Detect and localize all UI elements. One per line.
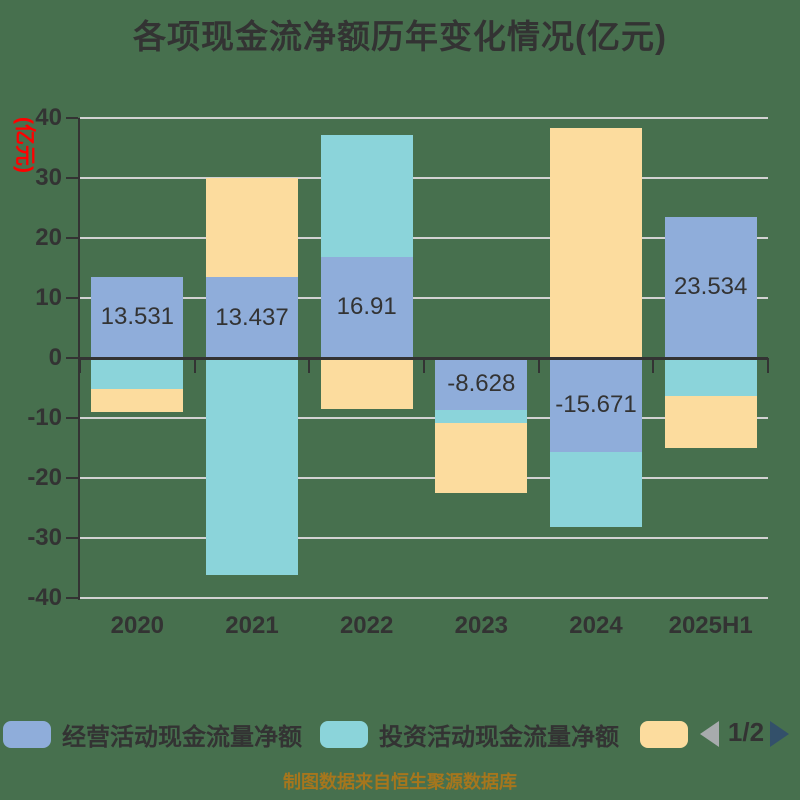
y-axis-label-40: 40 bbox=[35, 104, 62, 131]
y-axis-tick-30 bbox=[66, 177, 78, 179]
y-axis-tick--20 bbox=[66, 477, 78, 479]
x-axis-label-2020: 2020 bbox=[110, 612, 165, 639]
bar-segment-series1-2023: -8.628 bbox=[435, 358, 528, 410]
grid-line--30 bbox=[80, 537, 768, 539]
x-axis-label-2022: 2022 bbox=[339, 612, 394, 639]
legend-swatch-series-3 bbox=[640, 720, 688, 748]
y-axis-label--40: -40 bbox=[27, 584, 62, 611]
bar-data-label-2021: 13.437 bbox=[215, 303, 289, 331]
bar-segment-series1-2025H1: 23.534 bbox=[664, 216, 757, 358]
bar-segment-series1-2020: 13.531 bbox=[91, 276, 184, 358]
y-axis-label-30: 30 bbox=[35, 164, 62, 191]
bar-segment-series2-2020 bbox=[91, 358, 184, 390]
bar-segment-series2-2024 bbox=[550, 452, 642, 528]
legend-label-operating: 经营活动现金流量净额 bbox=[62, 723, 302, 751]
plot-area: 13.531 13.437 16.91 -8.628 -15.671 23.534 bbox=[79, 117, 769, 599]
x-axis-label-2024: 2024 bbox=[569, 612, 623, 639]
bar-data-label-2022: 16.91 bbox=[336, 293, 397, 321]
legend-page-indicator: 1/2 bbox=[727, 717, 765, 747]
bar-segment-series3-2022 bbox=[320, 358, 413, 409]
y-axis-tick-0 bbox=[66, 357, 78, 359]
bar-data-label-2020: 13.531 bbox=[100, 303, 175, 331]
legend: 经营活动现金流量净额 投资活动现金流量净额 1/2 bbox=[0, 714, 800, 758]
legend-item-investing-cash-flow[interactable]: 投资活动现金流量净额 bbox=[320, 714, 619, 754]
bar-segment-series3-2024 bbox=[550, 128, 642, 358]
legend-item-operating-cash-flow[interactable]: 经营活动现金流量净额 bbox=[3, 714, 302, 754]
x-axis-tick-0 bbox=[79, 358, 81, 373]
x-axis-tick-4 bbox=[537, 358, 540, 373]
x-axis-label-2025H1: 2025H1 bbox=[668, 612, 753, 639]
y-axis-label-0: 0 bbox=[48, 344, 62, 371]
bar-segment-series2-2025H1 bbox=[664, 358, 757, 396]
bar-data-label-2024: -15.671 bbox=[555, 391, 637, 418]
bar-segment-series1-2021: 13.437 bbox=[206, 277, 298, 358]
bar-segment-series3-2023 bbox=[435, 422, 528, 494]
bar-segment-series2-2022 bbox=[320, 134, 413, 257]
y-axis-tick-40 bbox=[66, 117, 78, 119]
x-axis-label-2023: 2023 bbox=[454, 612, 509, 639]
grid-line-30 bbox=[80, 177, 768, 179]
legend-prev-page-icon[interactable] bbox=[700, 721, 719, 747]
bar-segment-series1-2024: -15.671 bbox=[550, 358, 642, 453]
grid-line-20 bbox=[80, 237, 768, 239]
bar-segment-series3-2021 bbox=[206, 178, 298, 278]
legend-next-page-icon[interactable] bbox=[770, 721, 789, 747]
y-axis-tick-20 bbox=[66, 237, 78, 239]
legend-item-series-3[interactable] bbox=[640, 714, 699, 754]
x-axis-tick-5 bbox=[652, 358, 655, 373]
y-axis-label-20: 20 bbox=[35, 224, 62, 251]
y-axis-label--20: -20 bbox=[27, 464, 62, 491]
y-axis-label--30: -30 bbox=[27, 524, 62, 551]
bar-data-label-2023: -8.628 bbox=[447, 369, 516, 397]
bar-segment-series3-2020 bbox=[91, 389, 184, 412]
legend-swatch-investing bbox=[320, 720, 368, 748]
y-axis-tick--30 bbox=[66, 537, 78, 539]
x-axis-tick-2 bbox=[308, 358, 311, 373]
grid-line--40 bbox=[80, 597, 768, 599]
x-axis-tick-6 bbox=[767, 358, 769, 373]
data-source-note: 制图数据来自恒生聚源数据库 bbox=[283, 772, 517, 792]
bar-segment-series2-2021 bbox=[206, 358, 298, 575]
x-axis-tick-1 bbox=[193, 358, 196, 373]
bar-data-label-2025H1: 23.534 bbox=[673, 273, 748, 301]
grid-line--10 bbox=[80, 417, 768, 419]
y-axis-label-10: 10 bbox=[35, 284, 62, 311]
bar-segment-series2-2023 bbox=[435, 409, 528, 423]
y-axis-label--10: -10 bbox=[27, 404, 62, 431]
bar-segment-series3-2025H1 bbox=[664, 395, 757, 448]
grid-line--20 bbox=[80, 477, 768, 479]
y-axis-tick-10 bbox=[66, 297, 78, 299]
legend-label-investing: 投资活动现金流量净额 bbox=[379, 723, 619, 751]
y-axis-tick--40 bbox=[66, 597, 78, 599]
x-axis-tick-3 bbox=[423, 358, 425, 373]
x-axis-label-2021: 2021 bbox=[225, 612, 279, 639]
legend-swatch-operating bbox=[3, 720, 51, 748]
y-axis-tick--10 bbox=[66, 417, 78, 419]
grid-line-40 bbox=[80, 117, 768, 119]
bar-segment-series1-2022: 16.91 bbox=[320, 256, 413, 358]
page-title: 各项现金流净额历年变化情况(亿元) bbox=[133, 18, 667, 55]
grid-line-10 bbox=[80, 297, 768, 299]
